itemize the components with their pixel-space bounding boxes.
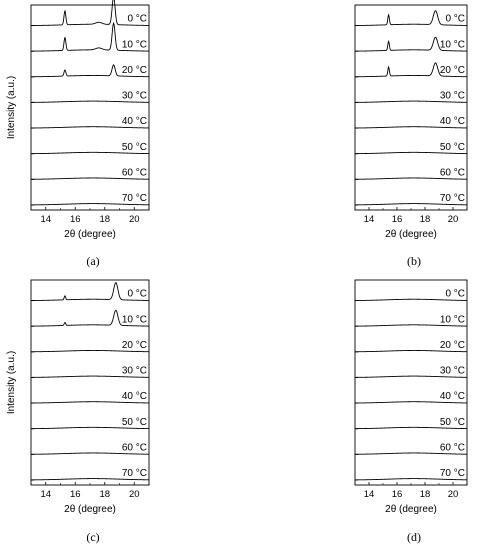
x-tick-label: 18	[99, 489, 110, 500]
panel-a: 14 16 18 20 2θ (degree) Intensity (a.u.) 0 °C 1…	[6, 0, 150, 268]
series-line-8	[354, 478, 467, 481]
series-label: 40 °C	[440, 116, 465, 127]
series-line-6	[354, 151, 467, 155]
series-label: 60 °C	[440, 167, 465, 178]
series-line-2	[354, 324, 467, 327]
series-label: 60 °C	[122, 442, 147, 453]
series-line-2	[30, 309, 149, 327]
series-label: 70 °C	[122, 468, 147, 479]
x-tick-label: 18	[420, 489, 431, 500]
series-line-6	[30, 151, 149, 155]
series-line-6	[30, 426, 149, 430]
series-line-8	[30, 478, 149, 481]
series-label: 40 °C	[122, 116, 147, 127]
series-label: 30 °C	[440, 91, 465, 102]
panel-caption: (d)	[407, 530, 421, 544]
panel-b: 14 16 18 20 2θ (degree) 0 °C 10 °C 20 °C 30 °C 40…	[354, 4, 468, 268]
series-label: 10 °C	[440, 39, 465, 50]
x-axis-title: 2θ (degree)	[385, 229, 437, 240]
series-line-3	[355, 350, 468, 353]
series-label: 50 °C	[440, 417, 465, 428]
series-label: 70 °C	[440, 468, 465, 479]
series-line-8	[30, 203, 149, 206]
series-label: 0 °C	[127, 14, 147, 25]
series-label: 10 °C	[440, 314, 465, 325]
panel-caption: (b)	[407, 254, 421, 268]
x-tick-label: 16	[392, 489, 403, 500]
series-line-5	[355, 401, 468, 404]
series-line-2	[30, 21, 149, 52]
series-label: 60 °C	[122, 167, 147, 178]
series-line-3	[355, 62, 468, 78]
series-line-7	[31, 177, 150, 180]
series-line-5	[31, 126, 150, 129]
series-line-7	[31, 452, 150, 455]
series-label: 30 °C	[122, 91, 147, 102]
series-label: 40 °C	[440, 391, 465, 402]
series-label: 20 °C	[440, 340, 465, 351]
series-label: 40 °C	[122, 391, 147, 402]
series-label: 10 °C	[122, 39, 147, 50]
series-label: 10 °C	[122, 314, 147, 325]
panel-caption: (a)	[86, 254, 99, 268]
series-line-4	[354, 100, 467, 103]
series-line-1	[31, 282, 150, 301]
series-line-1	[355, 10, 468, 26]
x-tick-label: 18	[420, 214, 431, 225]
series-line-4	[30, 375, 149, 378]
series-line-3	[31, 64, 150, 78]
series-label: 30 °C	[122, 366, 147, 377]
x-tick-label: 16	[70, 489, 81, 500]
x-tick-label: 16	[392, 214, 403, 225]
x-tick-label: 20	[448, 489, 459, 500]
series-line-5	[355, 126, 468, 129]
series-line-7	[355, 177, 468, 180]
x-tick-label: 18	[99, 214, 110, 225]
x-tick-label: 14	[364, 489, 375, 500]
series-line-7	[355, 452, 468, 455]
series-line-8	[354, 203, 467, 206]
panel-caption: (c)	[86, 530, 99, 544]
x-axis-title: 2θ (degree)	[64, 229, 116, 240]
y-axis-title: Intensity (a.u.)	[6, 351, 17, 414]
series-label: 0 °C	[445, 289, 465, 300]
x-tick-label: 14	[40, 489, 51, 500]
x-tick-label: 14	[40, 214, 51, 225]
x-tick-label: 20	[129, 214, 140, 225]
series-label: 0 °C	[127, 289, 147, 300]
series-label: 20 °C	[122, 65, 147, 76]
x-axis-title: 2θ (degree)	[64, 504, 116, 515]
x-tick-label: 20	[129, 489, 140, 500]
series-line-2	[354, 36, 467, 52]
x-axis-title: 2θ (degree)	[385, 504, 437, 515]
panel-c: 14 16 18 20 2θ (degree) Intensity (a.u.) 0 °C 1…	[6, 279, 150, 544]
series-line-4	[354, 375, 467, 378]
panel-d: 14 16 18 20 2θ (degree) 0 °C 10 °C 20 °C 30 °C 40…	[354, 279, 468, 544]
series-label: 70 °C	[440, 193, 465, 204]
series-line-3	[31, 350, 150, 353]
series-label: 0 °C	[445, 14, 465, 25]
x-tick-label: 20	[448, 214, 459, 225]
y-axis-title: Intensity (a.u.)	[6, 76, 17, 139]
series-label: 20 °C	[122, 340, 147, 351]
series-line-1	[31, 0, 150, 26]
series-line-1	[355, 298, 468, 301]
series-label: 30 °C	[440, 366, 465, 377]
series-line-5	[31, 401, 150, 404]
series-line-4	[30, 100, 149, 103]
series-label: 20 °C	[440, 65, 465, 76]
x-tick-label: 16	[70, 214, 81, 225]
series-label: 50 °C	[440, 142, 465, 153]
series-line-6	[354, 426, 467, 430]
series-label: 50 °C	[122, 417, 147, 428]
x-tick-label: 14	[364, 214, 375, 225]
series-label: 70 °C	[122, 193, 147, 204]
series-label: 50 °C	[122, 142, 147, 153]
series-label: 60 °C	[440, 442, 465, 453]
